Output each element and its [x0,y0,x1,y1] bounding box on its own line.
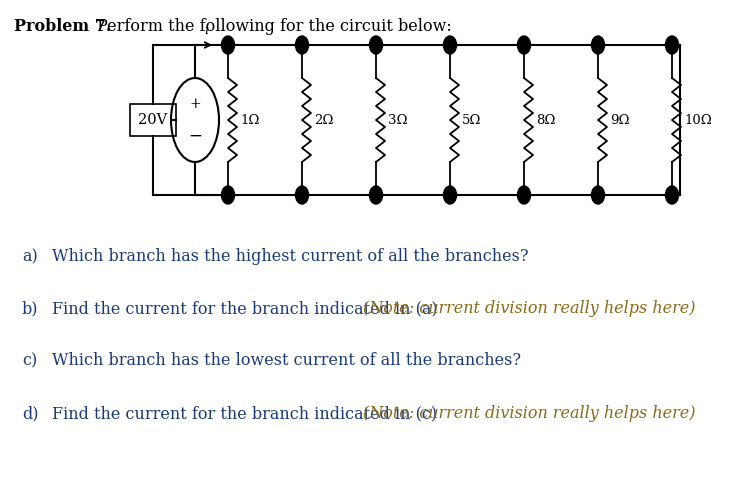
Text: b): b) [22,300,39,317]
Text: Perform the following for the circuit below:: Perform the following for the circuit be… [92,18,452,35]
Ellipse shape [443,186,457,204]
Ellipse shape [518,186,530,204]
Ellipse shape [222,36,234,54]
Ellipse shape [665,36,679,54]
Ellipse shape [591,36,605,54]
Text: Which branch has the highest current of all the branches?: Which branch has the highest current of … [52,248,528,265]
Ellipse shape [443,36,457,54]
Ellipse shape [295,36,309,54]
Ellipse shape [591,186,605,204]
Ellipse shape [295,186,309,204]
Text: c): c) [22,352,37,369]
Text: 20V: 20V [138,113,167,127]
Ellipse shape [665,186,679,204]
Text: Find the current for the branch indicated in (a): Find the current for the branch indicate… [52,300,443,317]
Text: a): a) [22,248,38,265]
Text: −: − [188,127,202,145]
Text: Find the current for the branch indicated in (c): Find the current for the branch indicate… [52,405,442,422]
Text: 5Ω: 5Ω [462,114,481,126]
Text: +: + [189,97,201,111]
Text: (Note: current division really helps here): (Note: current division really helps her… [363,300,696,317]
Ellipse shape [222,186,234,204]
Text: Which branch has the lowest current of all the branches?: Which branch has the lowest current of a… [52,352,521,369]
Text: 8Ω: 8Ω [536,114,555,126]
Text: 9Ω: 9Ω [610,114,629,126]
Text: 1Ω: 1Ω [240,114,260,126]
Text: d): d) [22,405,39,422]
Text: Problem 7.: Problem 7. [14,18,112,35]
Ellipse shape [370,36,382,54]
Text: 3Ω: 3Ω [388,114,408,126]
Text: 2Ω: 2Ω [314,114,333,126]
Text: 10Ω: 10Ω [684,114,712,126]
Ellipse shape [370,186,382,204]
Ellipse shape [518,36,530,54]
Text: (Note: current division really helps here): (Note: current division really helps her… [363,405,696,422]
Text: i: i [204,24,208,37]
